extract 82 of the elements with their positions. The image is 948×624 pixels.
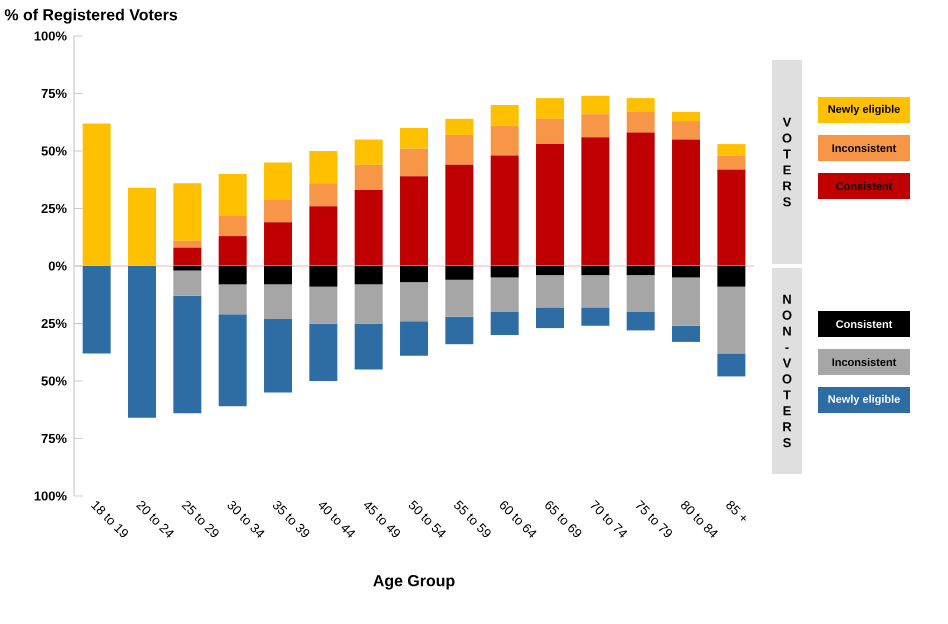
bar bbox=[173, 240, 202, 248]
bar bbox=[309, 150, 338, 184]
bar bbox=[536, 144, 565, 266]
bar bbox=[309, 286, 338, 324]
bar bbox=[264, 318, 293, 393]
bar bbox=[173, 270, 202, 296]
bar bbox=[173, 183, 202, 241]
bar bbox=[400, 321, 429, 356]
bar bbox=[173, 247, 202, 266]
bar bbox=[490, 265, 519, 278]
bar bbox=[672, 277, 701, 326]
bar bbox=[445, 118, 474, 135]
bar bbox=[626, 265, 655, 276]
bar bbox=[717, 286, 746, 354]
bar bbox=[354, 190, 383, 266]
bar bbox=[536, 265, 565, 276]
bar bbox=[536, 275, 565, 308]
bar bbox=[218, 265, 247, 285]
bar bbox=[309, 265, 338, 287]
bar bbox=[490, 311, 519, 335]
bar bbox=[672, 139, 701, 266]
bar bbox=[309, 323, 338, 381]
bar bbox=[400, 265, 429, 283]
bar bbox=[626, 275, 655, 312]
bar bbox=[490, 125, 519, 156]
bar bbox=[354, 265, 383, 285]
bar bbox=[717, 265, 746, 287]
bar bbox=[173, 265, 202, 271]
bar bbox=[354, 164, 383, 191]
bar bbox=[218, 215, 247, 237]
bar bbox=[400, 282, 429, 322]
bar bbox=[218, 284, 247, 315]
bar bbox=[445, 265, 474, 280]
bar bbox=[626, 311, 655, 331]
bar bbox=[490, 104, 519, 126]
bar bbox=[445, 164, 474, 266]
bar bbox=[173, 295, 202, 414]
bar bbox=[445, 279, 474, 317]
bar bbox=[717, 144, 746, 156]
bar bbox=[672, 111, 701, 122]
bar bbox=[309, 183, 338, 207]
bar bbox=[536, 307, 565, 329]
bar bbox=[536, 118, 565, 145]
bar bbox=[717, 169, 746, 266]
bar bbox=[400, 176, 429, 266]
bar bbox=[82, 123, 111, 266]
bar bbox=[490, 155, 519, 266]
bar bbox=[672, 265, 701, 278]
bar bbox=[400, 148, 429, 177]
bar bbox=[264, 199, 293, 223]
bar bbox=[218, 173, 247, 216]
bar bbox=[672, 121, 701, 140]
bar bbox=[626, 111, 655, 133]
bar bbox=[264, 162, 293, 200]
bar bbox=[581, 95, 610, 115]
bar bbox=[264, 265, 293, 285]
bar bbox=[490, 277, 519, 312]
bar bbox=[218, 314, 247, 407]
bar bbox=[264, 222, 293, 266]
bar bbox=[445, 134, 474, 165]
bar bbox=[581, 307, 610, 326]
bar bbox=[536, 98, 565, 119]
bar bbox=[218, 236, 247, 266]
bar bbox=[581, 275, 610, 308]
bar bbox=[717, 353, 746, 377]
bar bbox=[82, 265, 111, 354]
bar bbox=[400, 127, 429, 149]
bar bbox=[581, 114, 610, 138]
bar bbox=[309, 206, 338, 266]
bar bbox=[128, 187, 157, 266]
bar bbox=[581, 265, 610, 276]
bar bbox=[354, 323, 383, 370]
bar bbox=[264, 284, 293, 319]
bar bbox=[717, 155, 746, 170]
bar bbox=[672, 325, 701, 342]
bar bbox=[626, 98, 655, 112]
bar bbox=[445, 316, 474, 345]
bar bbox=[354, 139, 383, 165]
bar bbox=[581, 137, 610, 266]
bar bbox=[128, 265, 157, 418]
bar bbox=[626, 132, 655, 266]
bar bbox=[354, 284, 383, 324]
